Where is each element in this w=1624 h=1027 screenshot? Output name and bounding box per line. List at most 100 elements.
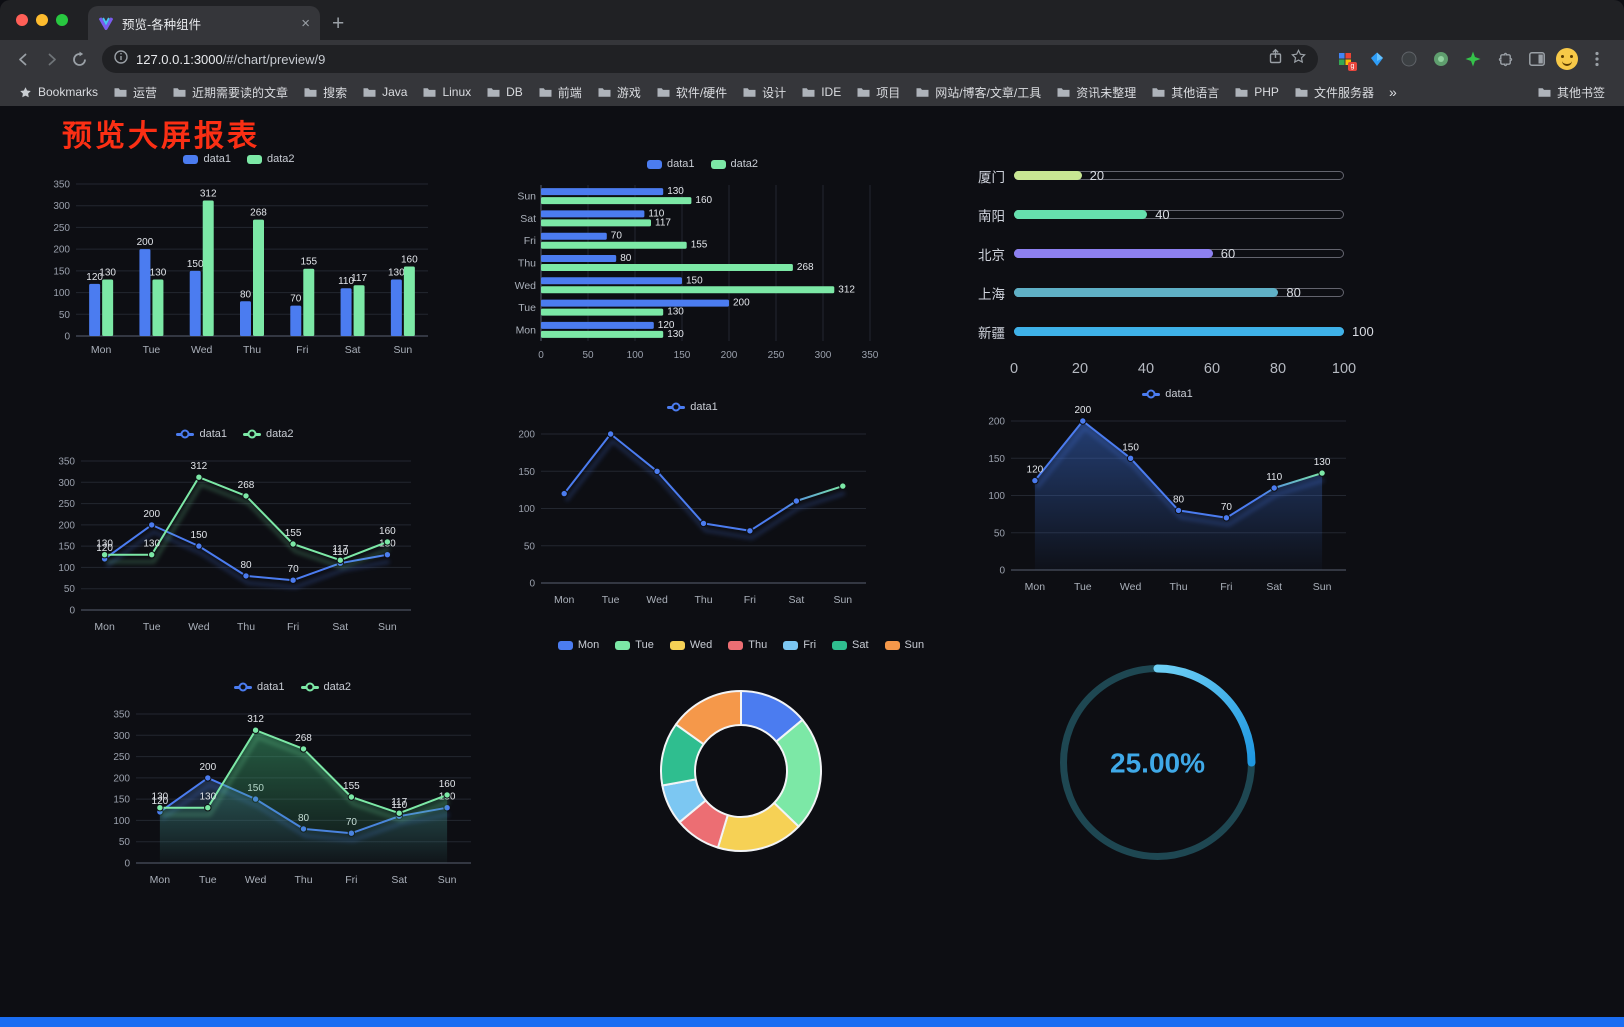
bookmark-folder[interactable]: Linux	[416, 82, 478, 102]
chart-horizontal-bar[interactable]: data1 data2 0 50 100 150 200 250 300 350 Mon 120 130…	[505, 155, 900, 367]
minimize-window-button[interactable]	[36, 14, 48, 26]
extension-icons: g	[1328, 46, 1614, 72]
folder-icon	[598, 87, 611, 97]
chart-city-progress[interactable]: 厦门 20 南阳 40 北京 60 上海 80 新疆 100 0 20 40 60 80 100	[978, 150, 1390, 398]
legend-item[interactable]: data1	[183, 153, 231, 165]
svg-text:130: 130	[1314, 457, 1331, 468]
legend-item[interactable]: Mon	[557, 639, 599, 651]
svg-text:Wed: Wed	[191, 344, 213, 356]
bookmark-folder[interactable]: 游戏	[591, 81, 648, 104]
legend-item[interactable]: data1	[667, 401, 718, 413]
bookmark-folder[interactable]: 网站/博客/文章/工具	[909, 81, 1048, 104]
legend-item[interactable]: data2	[247, 153, 295, 165]
legend-item[interactable]: data1	[176, 428, 227, 440]
legend-item[interactable]: data1	[233, 681, 285, 693]
extensions-puzzle-icon[interactable]	[1492, 46, 1518, 72]
reload-button[interactable]	[66, 46, 92, 72]
extension-green-star-icon[interactable]	[1460, 46, 1486, 72]
bookmark-star-icon[interactable]	[1291, 49, 1306, 69]
bookmark-folder[interactable]: 近期需要读的文章	[166, 81, 295, 104]
chart-line-two-series-area[interactable]: data1 data2 0 50 100 150 200 250 300 350 Mon Tue Wed…	[100, 678, 485, 893]
legend-item[interactable]: Fri	[783, 639, 816, 651]
bookmark-folder[interactable]: 设计	[736, 81, 793, 104]
bookmark-folder[interactable]: IDE	[795, 82, 848, 102]
profile-avatar[interactable]	[1556, 48, 1578, 70]
svg-text:117: 117	[655, 217, 671, 228]
bookmark-folder[interactable]: 软件/硬件	[650, 81, 734, 104]
progress-track: 60	[1014, 246, 1344, 261]
bookmarks-overflow-chevron[interactable]: »	[1388, 84, 1397, 100]
bookmark-folder[interactable]: DB	[480, 82, 530, 102]
folder-icon	[1538, 87, 1551, 97]
extension-grid-icon[interactable]: g	[1332, 46, 1358, 72]
share-icon[interactable]	[1268, 48, 1283, 70]
url-text[interactable]: 127.0.0.1:3000/#/chart/preview/9	[136, 52, 1260, 67]
tab-title: 预览-各种组件	[122, 17, 202, 32]
new-tab-button[interactable]: +	[332, 12, 345, 35]
legend-item[interactable]: Tue	[615, 639, 654, 651]
svg-text:Sun: Sun	[394, 344, 413, 356]
svg-text:200: 200	[113, 773, 130, 784]
progress-fill	[1014, 171, 1082, 180]
svg-text:200: 200	[1074, 405, 1091, 416]
svg-text:130: 130	[99, 268, 116, 279]
extension-green-circle-icon[interactable]	[1428, 46, 1454, 72]
chart-line-gradient[interactable]: data1 0 50 100 150 200 Mon Tue Wed Thu Fri Sat Sun	[505, 398, 880, 613]
site-info-icon[interactable]	[114, 49, 128, 69]
bookmark-folder[interactable]: 运营	[107, 81, 164, 104]
svg-text:130: 130	[96, 539, 113, 550]
tab-strip: 预览-各种组件 × +	[0, 0, 1624, 40]
bookmark-folder[interactable]: 其他语言	[1145, 81, 1226, 104]
progress-value: 80	[1286, 285, 1301, 300]
svg-text:155: 155	[343, 781, 360, 792]
bookmark-folder[interactable]: PHP	[1228, 82, 1286, 102]
progress-track: 80	[1014, 285, 1344, 300]
svg-text:Wed: Wed	[188, 621, 210, 633]
legend-item[interactable]: Thu	[728, 639, 767, 651]
chart-percent-gauge[interactable]: 25.00%	[1040, 643, 1275, 878]
bookmark-folder[interactable]: 搜索	[297, 81, 354, 104]
svg-text:50: 50	[524, 541, 536, 552]
zoom-window-button[interactable]	[56, 14, 68, 26]
bookmark-folder[interactable]: 资讯未整理	[1050, 81, 1143, 104]
tab-close-icon[interactable]: ×	[301, 14, 310, 32]
chart-grouped-bar[interactable]: data1 data2 0 50 100 150 200 250 300 350 Mon 120 130…	[40, 150, 438, 362]
address-bar[interactable]: 127.0.0.1:3000/#/chart/preview/9	[102, 45, 1318, 73]
bookmark-folder[interactable]: 项目	[850, 81, 907, 104]
side-panel-icon[interactable]	[1524, 46, 1550, 72]
svg-text:120: 120	[658, 320, 675, 331]
other-bookmarks[interactable]: 其他书签	[1531, 81, 1612, 104]
svg-text:130: 130	[152, 792, 169, 803]
back-button[interactable]	[10, 46, 36, 72]
bookmark-folder[interactable]: 前端	[532, 81, 589, 104]
forward-button[interactable]	[38, 46, 64, 72]
bookmarks-manager[interactable]: Bookmarks	[12, 82, 105, 102]
svg-text:200: 200	[721, 350, 738, 361]
legend-item[interactable]: data1	[646, 158, 695, 170]
legend-item[interactable]: Sun	[884, 639, 924, 651]
svg-text:110: 110	[338, 276, 354, 287]
bookmark-folder[interactable]: Java	[356, 82, 414, 102]
legend-item[interactable]: data2	[300, 681, 351, 693]
legend-item[interactable]: data1	[1142, 388, 1193, 400]
svg-text:130: 130	[143, 539, 160, 550]
legend-item[interactable]: Sat	[832, 639, 869, 651]
extension-badge: g	[1348, 62, 1357, 71]
close-window-button[interactable]	[16, 14, 28, 26]
browser-tab[interactable]: 预览-各种组件 ×	[88, 6, 320, 40]
svg-text:0: 0	[999, 566, 1005, 577]
chart-weekday-donut[interactable]: Mon Tue Wed Thu Fri Sat Sun	[555, 636, 927, 878]
legend-item[interactable]: Wed	[669, 639, 712, 651]
menu-kebab-icon[interactable]	[1584, 46, 1610, 72]
extension-dark-circle-icon[interactable]	[1396, 46, 1422, 72]
extension-kite-icon[interactable]	[1364, 46, 1390, 72]
svg-text:150: 150	[53, 266, 70, 277]
bookmark-folder[interactable]: 文件服务器	[1288, 81, 1381, 104]
svg-text:25.00%: 25.00%	[1110, 748, 1205, 779]
chart-area-gradient[interactable]: data1 0 50 100 150 200 Mon Tue Wed Thu Fri Sat Sun 12…	[975, 385, 1360, 600]
chart-line-two-series[interactable]: data1 data2 0 50 100 150 200 250 300 350 Mon Tue Wed…	[45, 425, 425, 640]
svg-text:0: 0	[69, 606, 75, 617]
legend-item[interactable]: data2	[710, 158, 758, 170]
svg-text:250: 250	[113, 752, 130, 763]
legend-item[interactable]: data2	[243, 428, 294, 440]
